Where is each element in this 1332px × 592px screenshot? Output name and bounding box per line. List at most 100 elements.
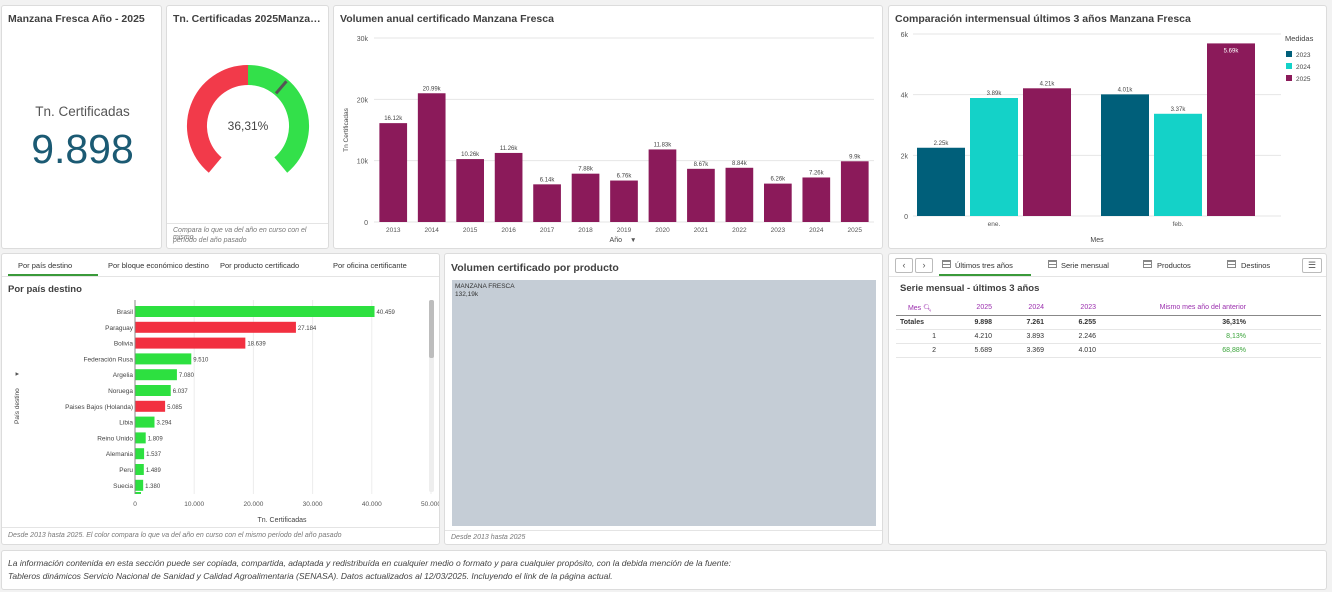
bar-2024-ene.[interactable] xyxy=(970,98,1018,216)
gauge-footnote-2: período del año pasado xyxy=(173,237,247,244)
table-row[interactable]: 1 4.210 3.893 2.246 8,13% xyxy=(896,329,1321,344)
y-axis-label: Tn Certificadas xyxy=(343,107,350,151)
x-tick-label: feb. xyxy=(1173,221,1184,228)
data-label: 1.537 xyxy=(146,452,162,458)
monthly-title: Comparación intermensual últimos 3 años … xyxy=(895,13,1191,25)
y-tick-label: 0 xyxy=(904,214,908,221)
x-tick-label: 0 xyxy=(133,501,137,508)
table-row-totals: Totales 9.898 7.261 6.255 36,31% xyxy=(896,315,1321,330)
annual-title: Volumen anual certificado Manzana Fresca xyxy=(340,13,554,25)
bar-Alemania[interactable] xyxy=(135,448,145,460)
prev-tab-button[interactable]: ‹ xyxy=(895,258,913,273)
col-2024[interactable]: 2024 xyxy=(996,301,1048,316)
y-tick-label: 30k xyxy=(357,36,369,43)
x-axis-label[interactable]: Año xyxy=(610,237,623,244)
bar-2019[interactable] xyxy=(610,180,638,222)
tab-serie-mensual[interactable]: Serie mensual xyxy=(1061,261,1109,270)
bar-2017[interactable] xyxy=(533,184,561,222)
destinos-subtitle: Por país destino xyxy=(8,284,82,295)
tab-destinos[interactable]: Destinos xyxy=(1241,261,1271,270)
data-label: 8.67k xyxy=(694,162,710,168)
bar-Libia[interactable] xyxy=(135,416,155,428)
bar-2018[interactable] xyxy=(571,173,600,222)
y-tick-label: Suecia xyxy=(113,483,133,490)
tab-por-producto[interactable]: Por producto certificado xyxy=(220,261,300,270)
caret-down-icon[interactable]: ▼ xyxy=(630,237,636,244)
table-icon xyxy=(1143,260,1152,268)
data-label: 6.76k xyxy=(617,174,633,180)
gauge-footnote-1: Compara lo que va del año en curso con e… xyxy=(173,227,307,241)
caret-down-icon[interactable]: ▼ xyxy=(15,371,21,377)
bar-2023-ene.[interactable] xyxy=(917,147,965,216)
tab-por-pais[interactable]: Por país destino xyxy=(18,261,73,270)
bar-Peru[interactable] xyxy=(135,464,144,475)
data-label: 10.26k xyxy=(461,152,480,158)
bar-Argelia[interactable] xyxy=(135,369,177,381)
tab-por-bloque[interactable]: Por bloque económico destino xyxy=(108,261,209,270)
col-mes[interactable]: Mes 🔍︎ xyxy=(896,301,944,316)
col-2025[interactable]: 2025 xyxy=(944,301,996,316)
treemap-footnote: Desde 2013 hasta 2025 xyxy=(451,534,526,541)
gauge-needle xyxy=(274,80,288,95)
y-axis-label[interactable]: País destino xyxy=(14,388,21,424)
bar-Paraguay[interactable] xyxy=(135,321,296,333)
legend-item[interactable]: 2024 xyxy=(1296,64,1311,71)
bar-2014[interactable] xyxy=(417,93,446,223)
bar-2025-feb.[interactable] xyxy=(1207,43,1255,216)
y-tick-label: Bolivia xyxy=(114,341,134,348)
data-label: 40.459 xyxy=(377,310,396,316)
tab-active-indicator xyxy=(8,274,98,276)
tab-ultimos-tres-anos[interactable]: Últimos tres años xyxy=(955,261,1013,270)
data-label: 1.809 xyxy=(148,436,164,442)
next-tab-button[interactable]: › xyxy=(915,258,933,273)
col-2023[interactable]: 2023 xyxy=(1048,301,1100,316)
bar-Brasil[interactable] xyxy=(135,306,375,317)
data-label: 7.080 xyxy=(179,373,195,379)
x-tick-label: 2016 xyxy=(501,227,516,234)
y-tick-label: Paises Bajos (Holanda) xyxy=(65,404,133,411)
bar-2016[interactable] xyxy=(494,152,523,222)
destinos-chart: 0 10.000 20.000 30.000 40.000 50.000 40.459 Bra… xyxy=(14,300,439,524)
bar-Noruega[interactable] xyxy=(135,385,171,396)
destinos-scroll-thumb[interactable] xyxy=(429,300,434,358)
bar-2022[interactable] xyxy=(725,167,754,222)
data-label: 5.69k xyxy=(1224,48,1240,54)
legend-swatch xyxy=(1286,51,1292,57)
col-mismo-mes[interactable]: Mismo mes año del anterior xyxy=(1100,301,1250,316)
bar-2025-ene.[interactable] xyxy=(1023,88,1071,216)
bar-Federación Rusa[interactable] xyxy=(135,353,192,365)
y-tick-label: Brasil xyxy=(117,309,134,316)
x-axis-label: Mes xyxy=(1090,237,1104,244)
data-label: 9.9k xyxy=(849,154,861,160)
bar-2024[interactable] xyxy=(802,177,831,222)
destinos-scrollbar[interactable] xyxy=(429,300,434,492)
bar-2021[interactable] xyxy=(687,168,715,222)
tab-productos[interactable]: Productos xyxy=(1157,261,1191,270)
bar-Paises Bajos (Holanda)[interactable] xyxy=(135,400,166,412)
x-tick-label: ene. xyxy=(988,221,1001,228)
bar-Suecia[interactable] xyxy=(135,479,144,491)
x-axis-label: Tn. Certificadas xyxy=(257,517,307,524)
legend-item[interactable]: 2025 xyxy=(1296,76,1311,83)
bar-2020[interactable] xyxy=(648,149,677,222)
tab-por-oficina[interactable]: Por oficina certificante xyxy=(333,261,407,270)
legend-item[interactable]: 2023 xyxy=(1296,52,1311,59)
bar-2023[interactable] xyxy=(764,183,792,222)
bar-Reino Unido[interactable] xyxy=(135,432,146,444)
data-label: 4.01k xyxy=(1118,87,1134,93)
x-tick-label: 20.000 xyxy=(243,501,263,508)
annual-panel: Volumen anual certificado Manzana Fresca… xyxy=(333,5,883,249)
treemap-tile-manzana[interactable]: MANZANA FRESCA 132,19k xyxy=(452,280,876,526)
bar-2024-feb.[interactable] xyxy=(1154,113,1202,216)
bar-2013[interactable] xyxy=(379,123,408,222)
table-row[interactable]: 2 5.689 3.369 4.010 68,88% xyxy=(896,343,1321,358)
list-menu-button[interactable]: ☰ xyxy=(1302,258,1322,273)
destinos-panel: Por país destino Por bloque económico de… xyxy=(1,253,440,545)
search-icon[interactable]: 🔍︎ xyxy=(923,304,933,312)
kpi-value: 9.898 xyxy=(31,126,134,172)
bar-2025[interactable] xyxy=(840,161,869,222)
bar-Bolivia[interactable] xyxy=(135,337,246,349)
bar-2015[interactable] xyxy=(456,159,484,222)
x-tick-label: 2023 xyxy=(771,227,786,234)
bar-2023-feb.[interactable] xyxy=(1101,94,1149,216)
